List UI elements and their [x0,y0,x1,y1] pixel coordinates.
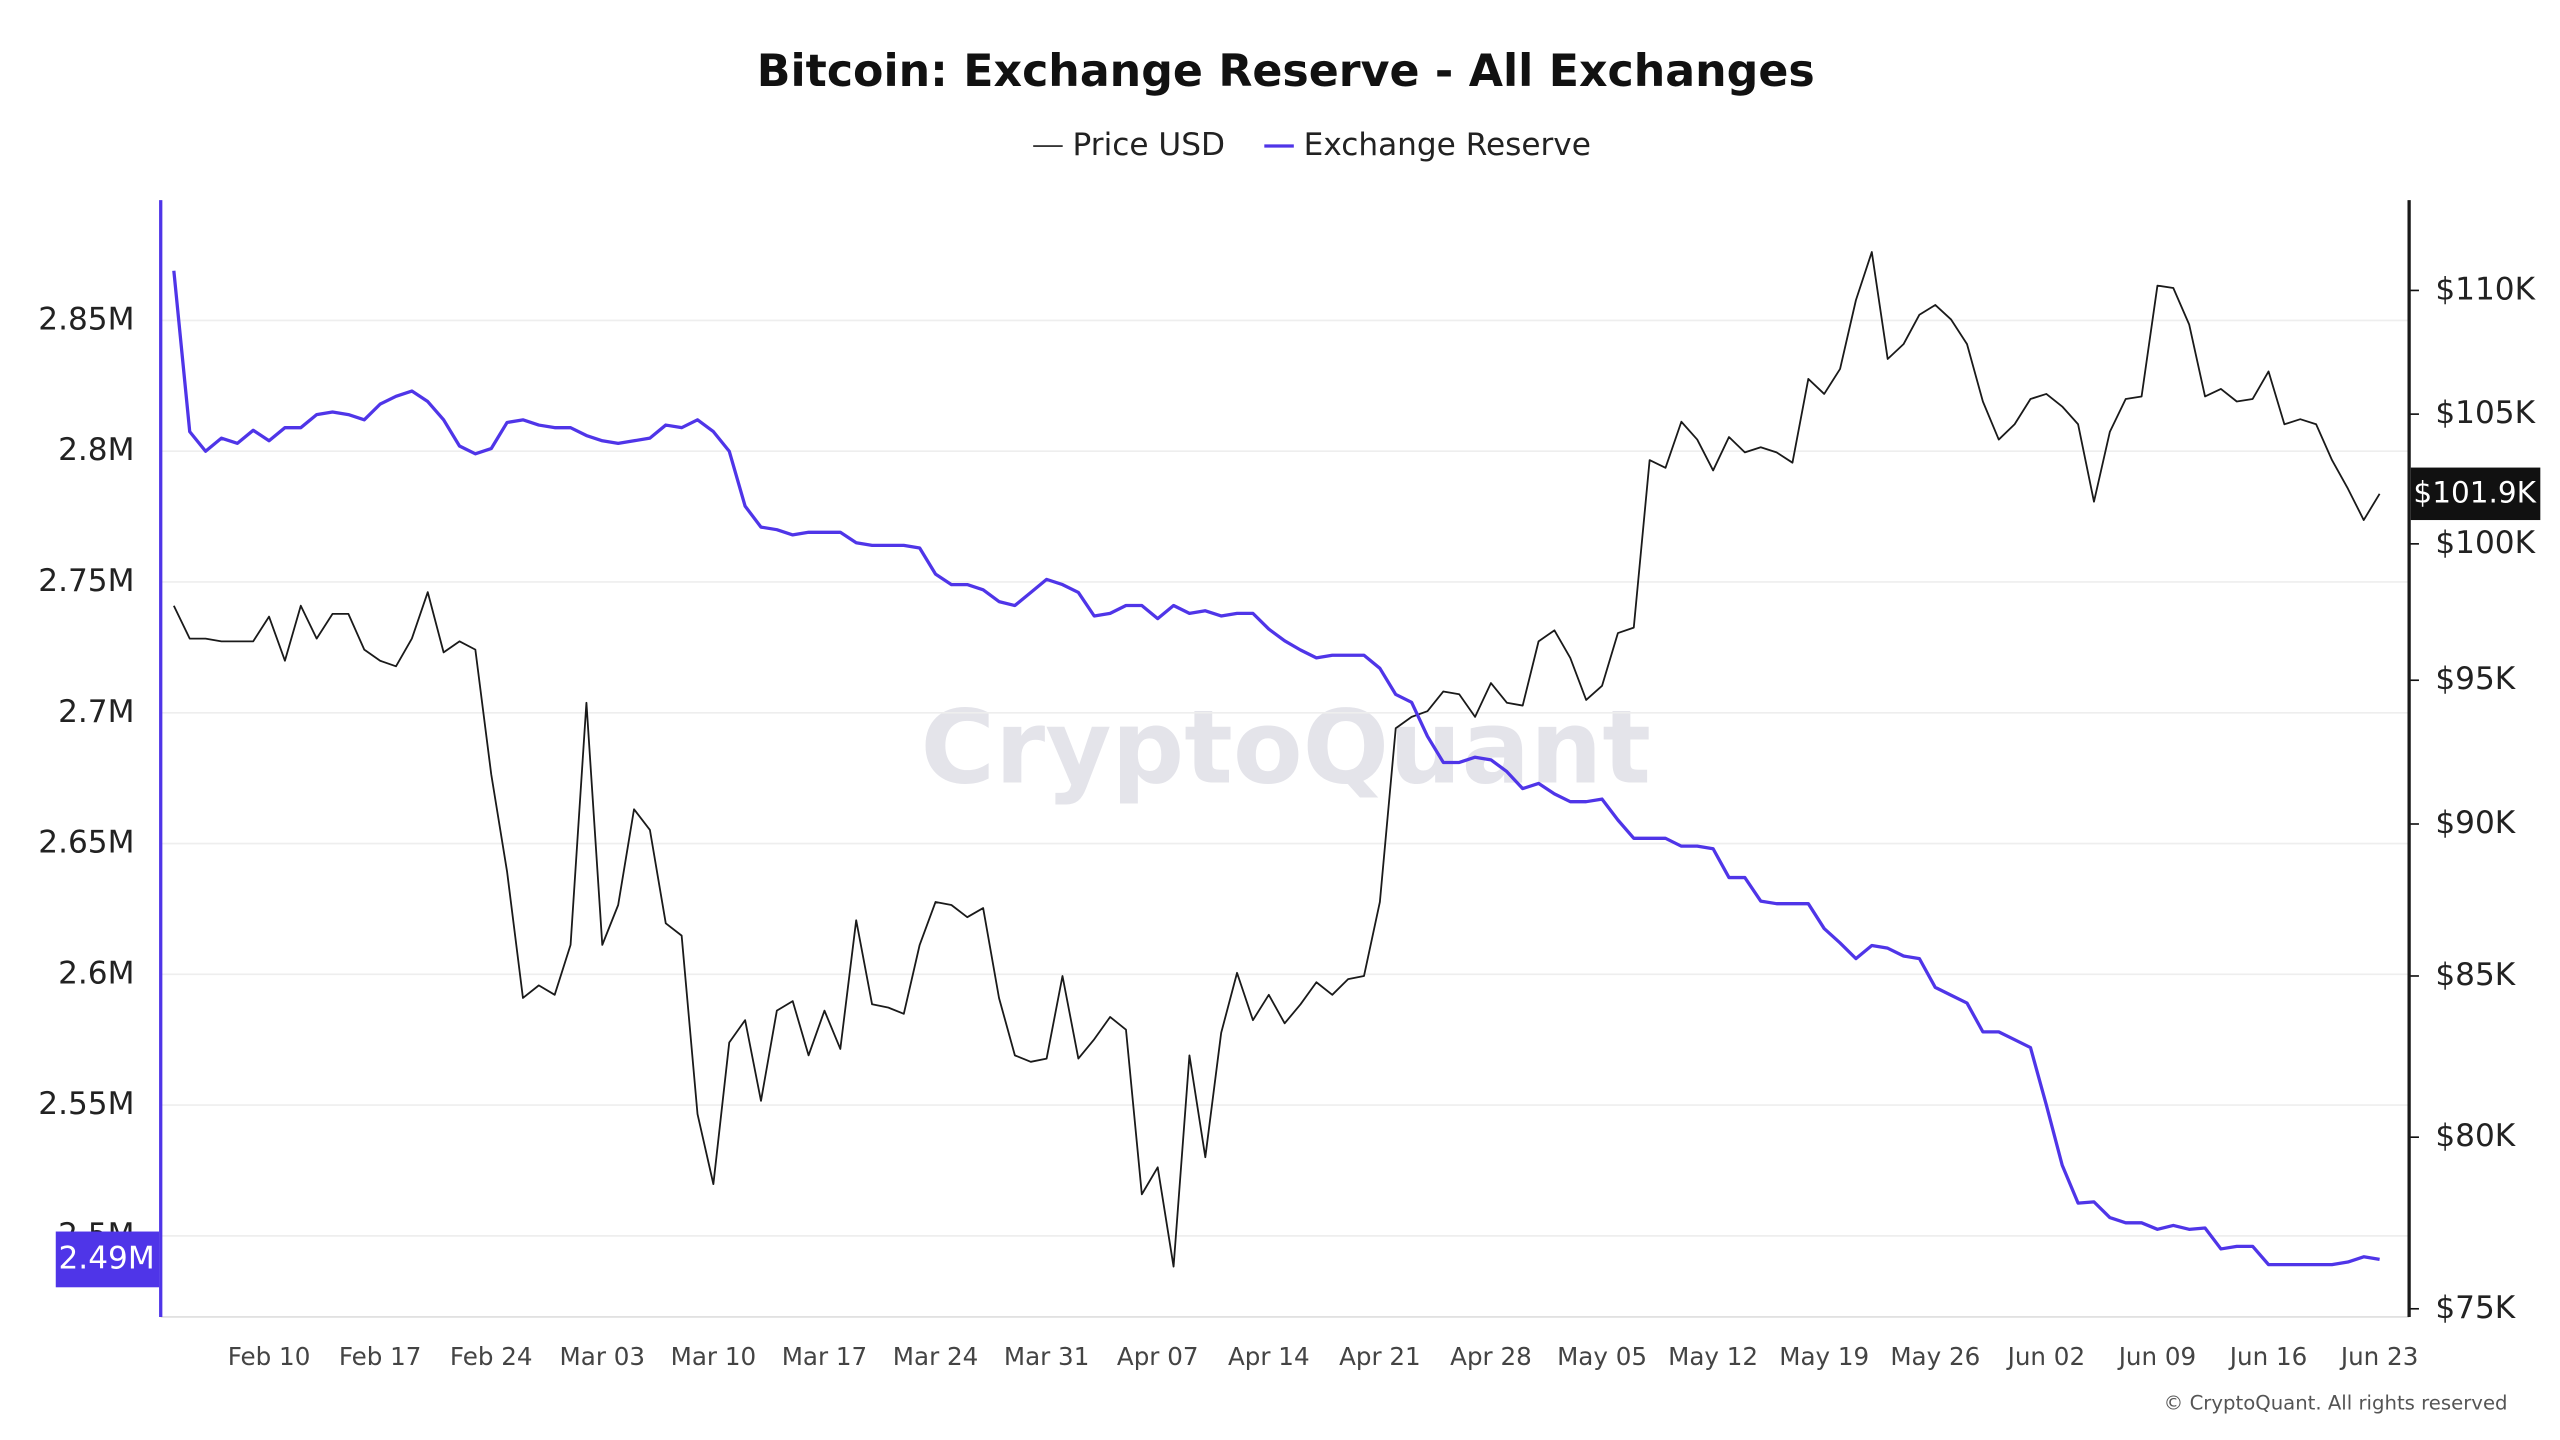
x-tick-label: Jun 23 [2339,1342,2419,1371]
x-tick-label: May 26 [1890,1342,1980,1371]
credit: © CryptoQuant. All rights reserved [2164,1391,2508,1414]
y-tick-label: 2.6M [58,955,134,991]
x-tick-label: Jun 02 [2006,1342,2085,1371]
x-tick-label: Feb 17 [339,1342,422,1371]
x-tick-label: Apr 28 [1450,1342,1532,1371]
current-badge [2410,467,2541,521]
current-label: $101.9K [2413,475,2536,509]
legend-label: Price USD [1073,127,1225,163]
y2-tick-label: $80K [2435,1118,2516,1154]
y-tick-label: 2.85M [38,301,134,337]
x-tick-label: Feb 10 [228,1342,311,1371]
current-badge [55,1231,160,1288]
y-tick-label: 2.65M [38,825,134,861]
x-tick-label: Mar 10 [671,1342,756,1371]
y2-tick-label: $95K [2435,661,2516,697]
x-tick-label: Mar 03 [560,1342,645,1371]
current-label: 2.49M [58,1240,154,1276]
y-tick-label: 2.7M [58,694,134,730]
x-tick-label: May 12 [1668,1342,1758,1371]
series-line [172,270,2380,1267]
x-tick-label: Mar 31 [1004,1342,1089,1371]
x-tick-label: Apr 21 [1339,1342,1421,1371]
y2-tick-label: $90K [2435,805,2516,841]
x-tick-label: Apr 14 [1228,1342,1310,1371]
y2-tick-label: $100K [2435,525,2536,561]
y2-tick-label: $105K [2435,395,2536,431]
x-tick-label: Feb 24 [450,1342,533,1371]
x-tick-label: Apr 07 [1117,1342,1199,1371]
watermark: CryptoQuant [920,688,1651,806]
chart-title: Bitcoin: Exchange Reserve - All Exchange… [757,46,1815,97]
x-tick-label: Jun 16 [2228,1342,2308,1371]
y-tick-label: 2.8M [58,432,134,468]
y2-tick-label: $75K [2435,1290,2516,1326]
y2-tick-label: $85K [2435,957,2516,993]
x-tick-label: May 19 [1779,1342,1869,1371]
x-tick-label: Mar 17 [782,1342,867,1371]
y-tick-label: 2.55M [38,1086,134,1122]
legend-label: Exchange Reserve [1304,127,1591,163]
x-tick-label: Mar 24 [893,1342,978,1371]
series-line [173,251,2381,1268]
x-tick-label: May 05 [1557,1342,1647,1371]
y2-tick-label: $110K [2435,271,2536,307]
x-tick-label: Jun 09 [2117,1342,2197,1371]
y-tick-label: 2.75M [38,563,134,599]
